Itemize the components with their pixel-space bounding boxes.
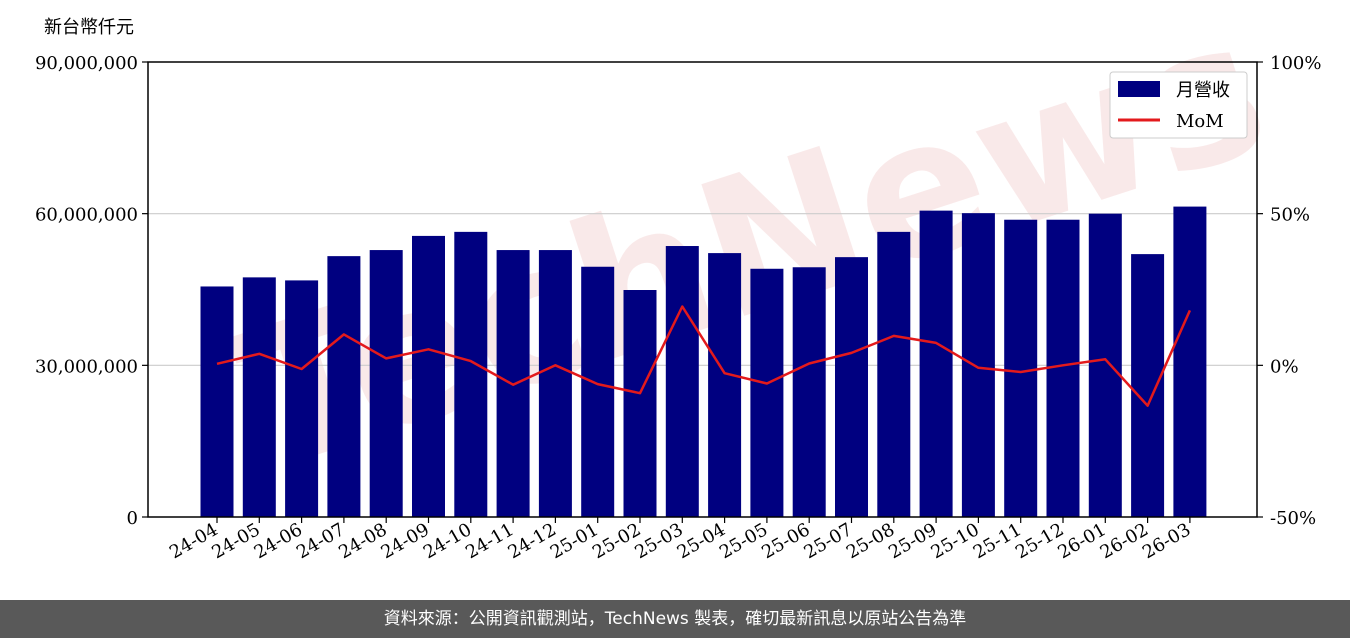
revenue-bar (1131, 254, 1165, 517)
revenue-bar (835, 257, 868, 517)
revenue-bar (1173, 206, 1207, 518)
y-left-tick-label: 0 (127, 508, 138, 529)
revenue-bar (200, 286, 234, 517)
revenue-bar (454, 231, 488, 517)
revenue-bar (792, 267, 826, 517)
y-unit-label: 新台幣仟元 (44, 17, 134, 38)
y-right-tick-label: 50% (1270, 205, 1310, 226)
x-tick-label: 26-03 (1139, 519, 1194, 563)
revenue-bar (242, 277, 276, 517)
plot-frame (147, 61, 1258, 518)
y-left-tick-label: 90,000,000 (35, 53, 138, 74)
revenue-bar (961, 213, 995, 517)
mom-line (216, 305, 1192, 407)
revenue-bar (538, 250, 572, 518)
revenue-chart: TechNews 新台幣仟元 030,000,00060,000,00090,0… (35, 0, 1322, 563)
y-right-tick-label: -50% (1270, 508, 1316, 529)
y-right-tick-label: 100% (1270, 53, 1321, 74)
revenue-bar (665, 246, 699, 517)
y-left-tick-label: 30,000,000 (35, 356, 138, 377)
legend-label-revenue: 月營收 (1176, 80, 1230, 101)
mom-line-layer (216, 305, 1192, 407)
legend-label-mom: MoM (1176, 111, 1224, 132)
y-left-tick-label: 60,000,000 (35, 205, 138, 226)
legend-bar-swatch (1118, 81, 1160, 97)
bars (200, 206, 1207, 518)
y-right-tick-label: 0% (1270, 356, 1299, 377)
revenue-bar (412, 235, 445, 517)
revenue-bar (285, 280, 319, 517)
revenue-bar (1046, 219, 1080, 517)
source-footer: 資料來源：公開資訊觀測站，TechNews 製表，確切最新訊息以原站公告為準 (0, 600, 1350, 638)
revenue-bar (327, 256, 361, 517)
revenue-bar (581, 266, 615, 517)
revenue-bar (708, 253, 742, 517)
revenue-bar (877, 231, 911, 517)
revenue-bar (1088, 213, 1122, 517)
legend: 月營收 MoM (1109, 71, 1248, 139)
revenue-bar (919, 210, 953, 517)
revenue-bar (369, 250, 403, 518)
revenue-bar (1004, 219, 1038, 517)
revenue-bar (750, 268, 784, 517)
revenue-bar (623, 290, 657, 517)
